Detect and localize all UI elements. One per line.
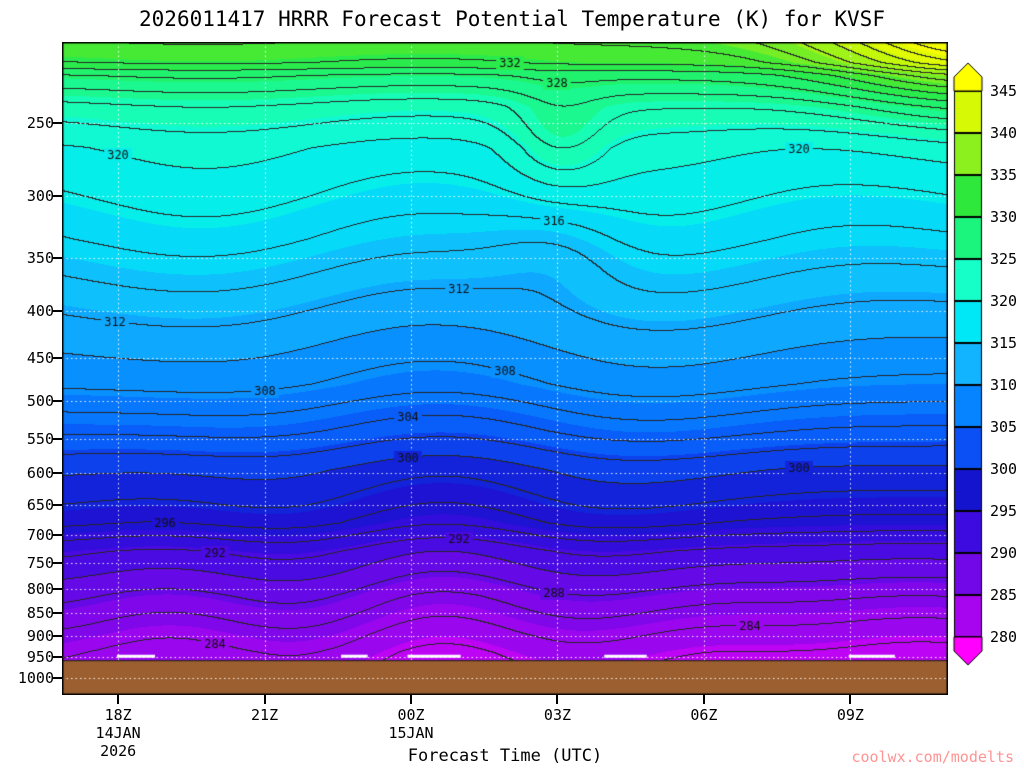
pressure-tick-mark	[52, 310, 62, 313]
x-axis-title: Forecast Time (UTC)	[407, 746, 603, 766]
date-label: 2026	[100, 742, 137, 760]
pressure-tick-label: 1000	[17, 668, 54, 687]
pressure-tick-mark	[52, 656, 62, 659]
colorbar-tick-label: 345	[990, 82, 1018, 100]
pressure-tick-label: 300	[26, 187, 54, 206]
pressure-tick-label: 250	[26, 114, 54, 133]
pressure-tick-mark	[52, 611, 62, 614]
colorbar-tick-label: 330	[990, 208, 1018, 226]
time-tick-label: 18Z	[104, 706, 132, 724]
colorbar-tick-label: 340	[990, 124, 1018, 142]
pressure-tick-mark	[52, 472, 62, 475]
pressure-tick-mark	[52, 561, 62, 564]
pressure-tick-label: 350	[26, 248, 54, 267]
pressure-tick-mark	[52, 399, 62, 402]
colorbar	[950, 55, 990, 675]
cross-section-plot	[62, 42, 948, 695]
time-tick-label: 09Z	[836, 706, 864, 724]
colorbar-tick-label: 280	[990, 628, 1018, 646]
date-label: 15JAN	[388, 724, 434, 742]
time-tick-label: 00Z	[397, 706, 425, 724]
colorbar-tick-label: 305	[990, 418, 1018, 436]
pressure-tick-label: 800	[26, 579, 54, 598]
pressure-tick-label: 450	[26, 349, 54, 368]
colorbar-tick-label: 300	[990, 460, 1018, 478]
pressure-tick-mark	[52, 122, 62, 125]
pressure-tick-label: 700	[26, 526, 54, 545]
pressure-tick-label: 750	[26, 553, 54, 572]
pressure-tick-mark	[52, 195, 62, 198]
colorbar-tick-label: 320	[990, 292, 1018, 310]
pressure-tick-label: 550	[26, 429, 54, 448]
time-tick-mark	[849, 695, 852, 704]
time-tick-mark	[702, 695, 705, 704]
pressure-tick-label: 950	[26, 648, 54, 667]
pressure-tick-mark	[52, 504, 62, 507]
pressure-tick-mark	[52, 437, 62, 440]
pressure-tick-mark	[52, 357, 62, 360]
time-tick-label: 06Z	[690, 706, 718, 724]
colorbar-tick-label: 295	[990, 502, 1018, 520]
time-tick-mark	[556, 695, 559, 704]
time-tick-mark	[263, 695, 266, 704]
pressure-tick-mark	[52, 634, 62, 637]
pressure-tick-label: 900	[26, 626, 54, 645]
time-tick-label: 03Z	[543, 706, 572, 724]
time-tick-label: 21Z	[251, 706, 279, 724]
colorbar-tick-label: 285	[990, 586, 1018, 604]
pressure-tick-mark	[52, 534, 62, 537]
colorbar-tick-label: 310	[990, 376, 1018, 394]
watermark: coolwx.com/modelts	[851, 748, 1014, 766]
pressure-tick-label: 850	[26, 603, 54, 622]
colorbar-tick-label: 325	[990, 250, 1018, 268]
pressure-tick-label: 650	[26, 496, 54, 515]
time-tick-mark	[117, 695, 120, 704]
pressure-tick-label: 600	[26, 464, 54, 483]
date-label: 14JAN	[95, 724, 141, 742]
colorbar-tick-label: 290	[990, 544, 1018, 562]
colorbar-tick-label: 315	[990, 334, 1018, 352]
pressure-tick-mark	[52, 256, 62, 259]
pressure-tick-mark	[52, 587, 62, 590]
colorbar-tick-label: 335	[990, 166, 1018, 184]
chart-title: 2026011417 HRRR Forecast Potential Tempe…	[139, 7, 885, 31]
pressure-tick-label: 400	[26, 302, 54, 321]
time-tick-mark	[410, 695, 413, 704]
pressure-tick-mark	[52, 676, 62, 679]
pressure-tick-label: 500	[26, 391, 54, 410]
